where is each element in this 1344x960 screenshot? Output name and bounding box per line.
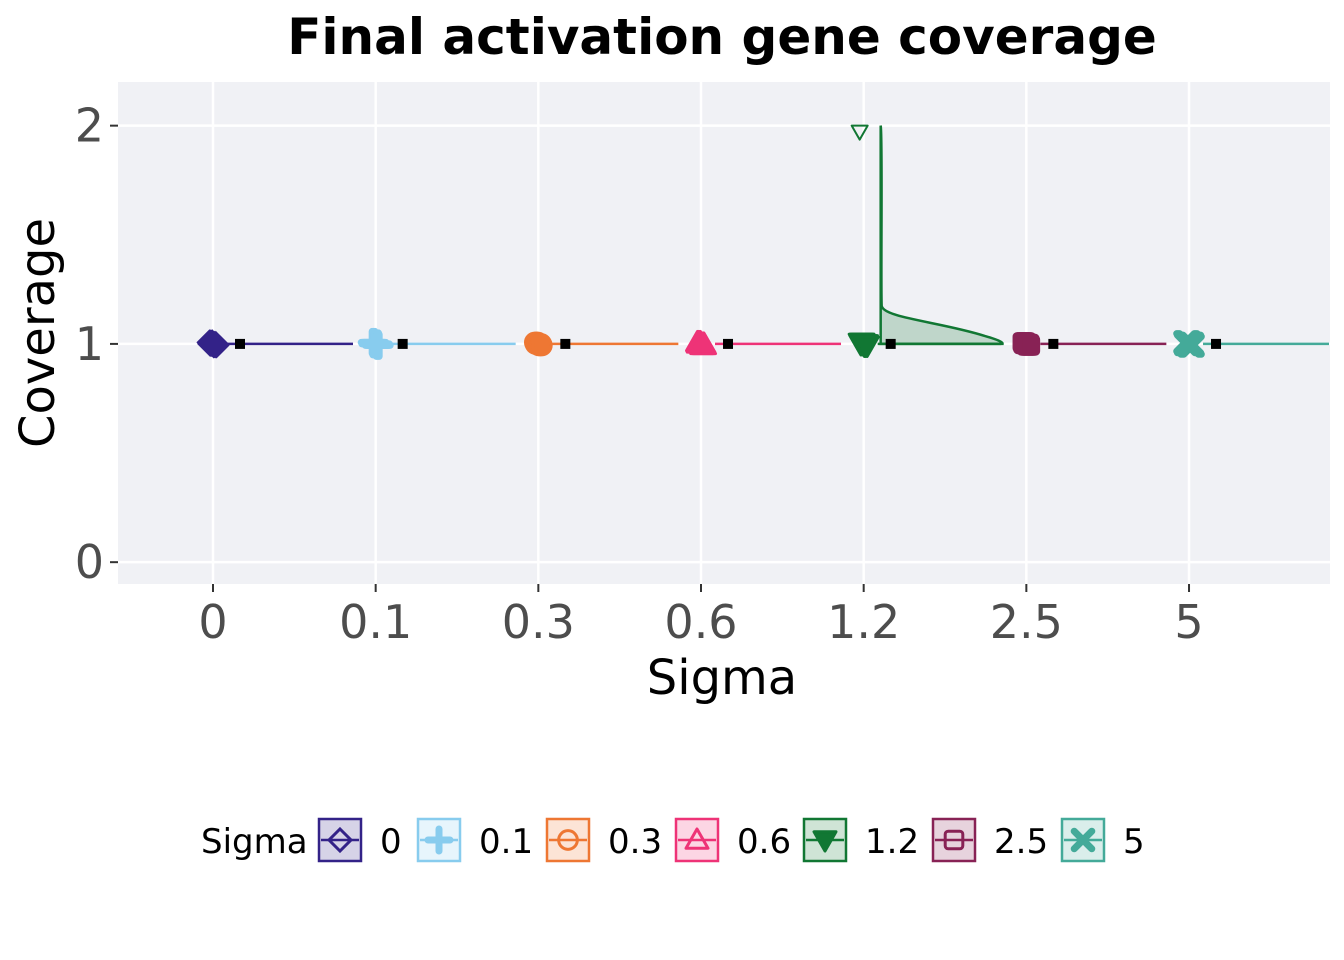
legend-item-1.2: 1.2 bbox=[802, 817, 919, 863]
legend-label: 0.3 bbox=[608, 822, 662, 862]
series-5 bbox=[1173, 330, 1330, 358]
legend-item-0.3: 0.3 bbox=[545, 817, 662, 863]
series-0 bbox=[196, 329, 353, 359]
plot-panel bbox=[118, 82, 1330, 584]
legend-title: Sigma bbox=[201, 822, 308, 862]
x-tick-label: 0.3 bbox=[502, 595, 575, 649]
series-0.6 bbox=[685, 329, 842, 356]
legend-label: 1.2 bbox=[865, 822, 919, 862]
legend-key-symbol bbox=[424, 825, 454, 855]
data-point bbox=[1019, 335, 1041, 356]
x-tick-label: 5 bbox=[1174, 595, 1203, 649]
x-tick-label: 0.1 bbox=[339, 595, 412, 649]
median-marker bbox=[723, 338, 734, 349]
median-marker bbox=[1048, 338, 1059, 349]
legend-item-0.1: 0.1 bbox=[416, 817, 533, 863]
median-marker bbox=[560, 338, 571, 349]
median-marker bbox=[235, 338, 245, 349]
series-0.1 bbox=[357, 327, 516, 360]
data-point bbox=[364, 330, 394, 360]
data-point bbox=[530, 334, 553, 357]
legend-item-2.5: 2.5 bbox=[931, 817, 1048, 863]
series-0.3 bbox=[523, 331, 679, 357]
legend: Sigma 0 0.1 0.3 0.6 1.2 2.5 5 bbox=[201, 817, 1145, 863]
series-1.2 bbox=[847, 124, 1004, 358]
data-point bbox=[1180, 333, 1205, 358]
legend-key-symbol bbox=[684, 827, 710, 850]
legend-label: 0 bbox=[380, 822, 402, 862]
y-axis: 0 1 2 bbox=[75, 99, 118, 589]
median-marker bbox=[397, 338, 408, 349]
x-tick-label: 0.6 bbox=[664, 595, 737, 649]
data-point bbox=[854, 335, 880, 358]
legend-label: 2.5 bbox=[994, 822, 1048, 862]
legend-key-symbol bbox=[943, 829, 965, 851]
legend-key-symbol bbox=[812, 830, 838, 853]
y-tick-label: 0 bbox=[75, 535, 104, 589]
legend-label: 0.1 bbox=[479, 822, 533, 862]
series-2.5 bbox=[1012, 332, 1167, 356]
data-point bbox=[692, 332, 718, 356]
x-axis-title: Sigma bbox=[647, 650, 797, 706]
data-point bbox=[203, 332, 230, 359]
density-curve bbox=[879, 125, 1004, 346]
data-marks bbox=[196, 124, 1330, 360]
x-tick-label: 0 bbox=[198, 595, 227, 649]
median-marker bbox=[1211, 338, 1222, 349]
legend-item-5: 5 bbox=[1060, 817, 1145, 863]
x-tick-label: 2.5 bbox=[990, 595, 1063, 649]
x-tick-label: 1.2 bbox=[827, 595, 900, 649]
y-tick-label: 2 bbox=[75, 99, 104, 153]
legend-key-symbol bbox=[557, 829, 579, 851]
legend-item-0: 0 bbox=[317, 817, 402, 863]
y-tick-label: 1 bbox=[75, 317, 104, 371]
legend-label: 5 bbox=[1123, 822, 1145, 862]
outlier-point bbox=[850, 124, 869, 141]
legend-key-symbol bbox=[1070, 827, 1096, 853]
legend-item-0.6: 0.6 bbox=[674, 817, 791, 863]
x-axis: 0 0.1 0.3 0.6 1.2 2.5 5 bbox=[198, 584, 1204, 649]
chart-title: Final activation gene coverage bbox=[287, 8, 1157, 66]
median-marker bbox=[885, 338, 896, 349]
legend-label: 0.6 bbox=[737, 822, 791, 862]
y-axis-title: Coverage bbox=[10, 218, 66, 448]
legend-key-symbol bbox=[326, 826, 354, 854]
